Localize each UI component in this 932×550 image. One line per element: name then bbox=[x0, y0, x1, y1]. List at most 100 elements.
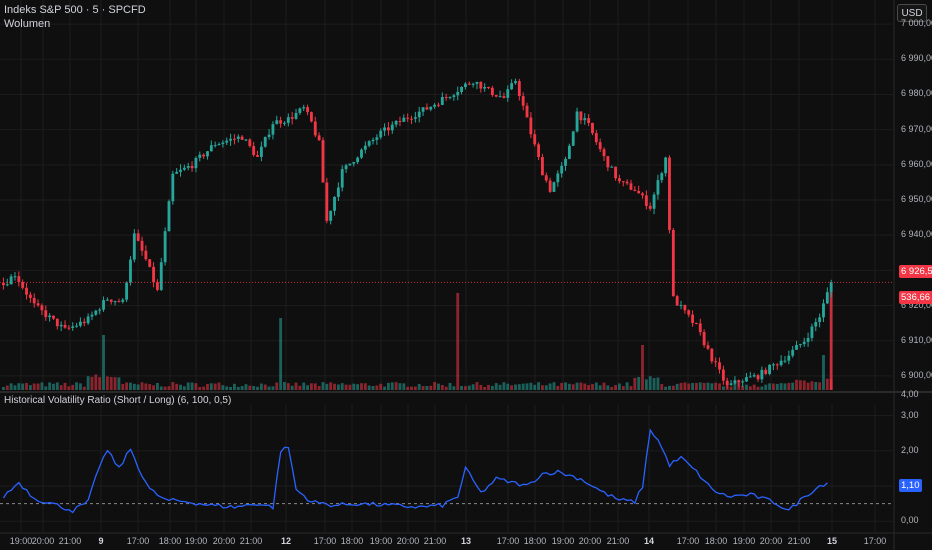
candle-body bbox=[702, 332, 706, 346]
candle-body bbox=[413, 117, 417, 119]
volume-bar bbox=[290, 385, 294, 390]
candle-body bbox=[156, 282, 159, 290]
volume-bar bbox=[171, 382, 175, 390]
volume-bar bbox=[675, 383, 679, 390]
candle-body bbox=[556, 173, 560, 183]
volume-bar bbox=[810, 381, 814, 390]
candle-body bbox=[186, 166, 190, 168]
candle-body bbox=[356, 157, 360, 163]
indicator-axis-label: 2,00 bbox=[901, 444, 919, 455]
volume-bar bbox=[225, 386, 229, 390]
time-axis-label: 17:00 bbox=[676, 536, 700, 546]
currency-button[interactable]: USD bbox=[897, 4, 927, 22]
volume-bar bbox=[814, 381, 818, 390]
time-axis-label: 17:00 bbox=[313, 536, 337, 546]
candle-body bbox=[471, 83, 475, 85]
volume-bar bbox=[594, 382, 598, 390]
volume-bar bbox=[806, 382, 810, 390]
volume-bar bbox=[752, 384, 756, 390]
time-axis-label: 13 bbox=[460, 536, 472, 546]
candle-body bbox=[32, 297, 36, 304]
candle-body bbox=[660, 173, 664, 181]
volume-bar bbox=[475, 382, 479, 390]
candle-body bbox=[687, 310, 691, 315]
volume-bar bbox=[452, 386, 456, 390]
volume-bar bbox=[375, 385, 379, 390]
volume-bar bbox=[487, 384, 490, 390]
volume-bar bbox=[567, 383, 571, 390]
candle-body bbox=[28, 294, 32, 298]
candle-body bbox=[564, 158, 567, 166]
volume-bar bbox=[55, 382, 59, 390]
candle-body bbox=[36, 303, 40, 306]
candle-body bbox=[633, 189, 637, 191]
indicator-title[interactable]: Historical Volatility Ratio (Short / Lon… bbox=[4, 395, 232, 406]
volume-bar bbox=[768, 383, 771, 390]
price-axis-label: 6 940,00 bbox=[901, 229, 932, 240]
indicator-value-tag: 1,10 bbox=[899, 479, 922, 492]
volume-bar bbox=[494, 383, 498, 390]
candle-body bbox=[529, 117, 533, 135]
candle-body bbox=[40, 305, 44, 311]
time-axis-label: 21:00 bbox=[606, 536, 630, 546]
candle-body bbox=[502, 96, 506, 98]
volume-bar bbox=[425, 385, 429, 390]
candle-body bbox=[13, 276, 17, 278]
candle-body bbox=[760, 369, 764, 380]
volume-bar bbox=[791, 382, 795, 390]
candle-body bbox=[775, 364, 779, 366]
candle-body bbox=[329, 210, 333, 221]
volume-bar bbox=[745, 384, 748, 390]
current-price-tag: 6 926,59 bbox=[899, 265, 932, 278]
candle-body bbox=[263, 136, 267, 147]
volume-bar bbox=[556, 385, 560, 390]
candle-body bbox=[756, 375, 760, 380]
volume-bar bbox=[340, 383, 344, 390]
candle-body bbox=[521, 96, 525, 106]
candle-body bbox=[467, 83, 471, 85]
volume-legend-label[interactable]: Wolumen bbox=[4, 18, 51, 30]
candle-body bbox=[252, 146, 256, 156]
volume-bar bbox=[336, 384, 340, 390]
volume-bar bbox=[5, 385, 9, 390]
candle-body bbox=[714, 361, 718, 363]
volume-bar bbox=[537, 382, 540, 390]
candle-body bbox=[433, 104, 437, 107]
candle-body bbox=[567, 145, 571, 159]
volume-bar bbox=[79, 383, 82, 390]
volume-bar bbox=[764, 384, 768, 390]
candle-body bbox=[664, 157, 668, 174]
candle-body bbox=[17, 276, 21, 282]
candle-body bbox=[517, 81, 521, 97]
volume-bar bbox=[598, 385, 602, 390]
symbol-title[interactable]: Indeks S&P 500 · 5 · SPCFD bbox=[4, 4, 146, 16]
candle-body bbox=[544, 175, 548, 181]
candle-body bbox=[90, 314, 94, 317]
volume-bar bbox=[279, 318, 283, 390]
candle-body bbox=[48, 315, 52, 318]
candle-body bbox=[5, 284, 9, 286]
time-axis-label: 21:00 bbox=[787, 536, 811, 546]
volume-bar bbox=[140, 382, 144, 390]
candle-body bbox=[598, 142, 602, 150]
volume-bar bbox=[75, 382, 78, 390]
time-axis-label: 20:00 bbox=[578, 536, 602, 546]
volume-bar bbox=[644, 379, 648, 390]
candle-body bbox=[552, 182, 556, 192]
candle-body bbox=[109, 299, 113, 302]
volume-bar bbox=[429, 385, 433, 390]
volume-bar bbox=[294, 382, 298, 390]
candle-body bbox=[606, 156, 610, 168]
volume-bar bbox=[244, 384, 248, 390]
candle-body bbox=[437, 104, 440, 106]
candle-body bbox=[352, 162, 356, 164]
volume-bar bbox=[194, 383, 198, 390]
candle-body bbox=[610, 166, 614, 168]
volume-bar bbox=[356, 384, 360, 390]
candle-body bbox=[791, 349, 795, 356]
time-axis-label: 19:00 bbox=[732, 536, 756, 546]
candle-body bbox=[679, 304, 683, 306]
candle-body bbox=[113, 301, 117, 303]
